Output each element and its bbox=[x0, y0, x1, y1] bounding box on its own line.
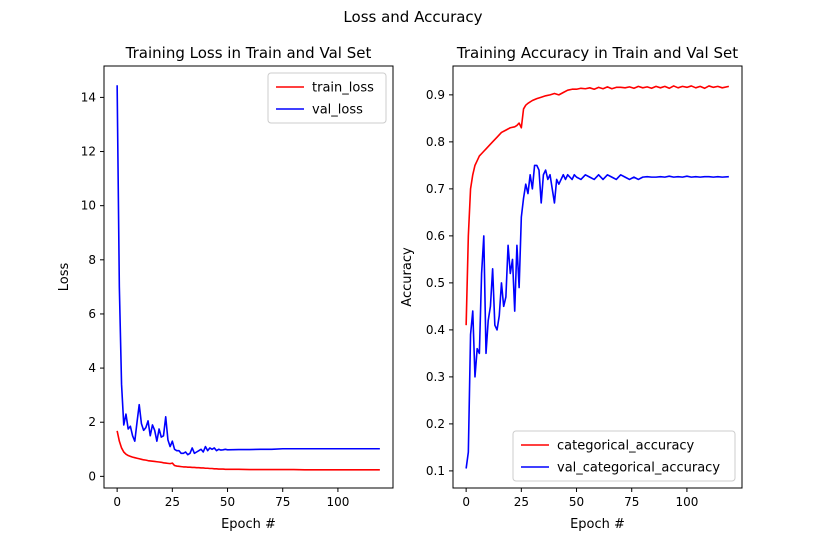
plot-frame bbox=[452, 65, 743, 489]
x-axis-label: Epoch # bbox=[221, 517, 276, 532]
figure-title: Loss and Accuracy bbox=[343, 8, 482, 26]
y-axis-label: Accuracy bbox=[400, 247, 415, 307]
y-tick-label: 6 bbox=[88, 307, 96, 321]
y-tick-label: 10 bbox=[81, 199, 96, 213]
series-line-train-loss bbox=[116, 430, 380, 471]
legend-entry: categorical_accuracy bbox=[557, 439, 695, 454]
chart-title: Training Loss in Train and Val Set bbox=[125, 44, 372, 62]
y-axis-label: Loss bbox=[57, 263, 72, 292]
legend: categorical_accuracy val_categorical_accu… bbox=[512, 430, 736, 482]
x-tick-label: 0 bbox=[462, 495, 470, 509]
x-tick-label: 75 bbox=[275, 495, 290, 509]
y-tick-label: 0.8 bbox=[426, 135, 445, 149]
x-tick-label: 100 bbox=[326, 495, 349, 509]
x-tick-label: 0 bbox=[113, 495, 121, 509]
chart-title: Training Accuracy in Train and Val Set bbox=[456, 44, 738, 62]
legend-box bbox=[512, 430, 736, 482]
y-tick-label: 0.1 bbox=[426, 464, 445, 478]
x-tick-label: 25 bbox=[165, 495, 180, 509]
legend: train_loss val_loss bbox=[267, 72, 387, 124]
series-line-val-categorical-accuracy bbox=[465, 164, 729, 469]
x-tick-label: 75 bbox=[624, 495, 639, 509]
legend-entry: val_categorical_accuracy bbox=[557, 461, 720, 476]
x-tick-label: 25 bbox=[514, 495, 529, 509]
plot-frame bbox=[103, 65, 394, 489]
y-tick-label: 14 bbox=[81, 90, 96, 104]
y-tick-label: 0.9 bbox=[426, 88, 445, 102]
y-tick-label: 0.6 bbox=[426, 229, 445, 243]
legend-box bbox=[267, 72, 387, 124]
x-tick-label: 50 bbox=[220, 495, 235, 509]
y-tick-label: 0.2 bbox=[426, 417, 445, 431]
y-tick-label: 0 bbox=[88, 469, 96, 483]
y-tick-label: 4 bbox=[88, 361, 96, 375]
y-tick-label: 12 bbox=[81, 145, 96, 159]
loss-chart: Training Loss in Train and Val Set 0 25 50 7… bbox=[57, 44, 394, 532]
legend-entry: train_loss bbox=[312, 81, 374, 96]
y-tick-label: 0.7 bbox=[426, 182, 445, 196]
series-line-val-loss bbox=[116, 85, 380, 456]
accuracy-chart: Training Accuracy in Train and Val Set 0 2… bbox=[400, 44, 743, 532]
x-tick-label: 100 bbox=[675, 495, 698, 509]
y-tick-label: 0.5 bbox=[426, 276, 445, 290]
x-axis-label: Epoch # bbox=[570, 517, 625, 532]
legend-entry: val_loss bbox=[312, 103, 363, 118]
x-tick-label: 50 bbox=[569, 495, 584, 509]
y-tick-label: 8 bbox=[88, 253, 96, 267]
y-tick-label: 0.4 bbox=[426, 323, 445, 337]
y-tick-label: 0.3 bbox=[426, 370, 445, 384]
series-line-categorical-accuracy bbox=[465, 85, 730, 326]
y-tick-label: 2 bbox=[88, 415, 96, 429]
